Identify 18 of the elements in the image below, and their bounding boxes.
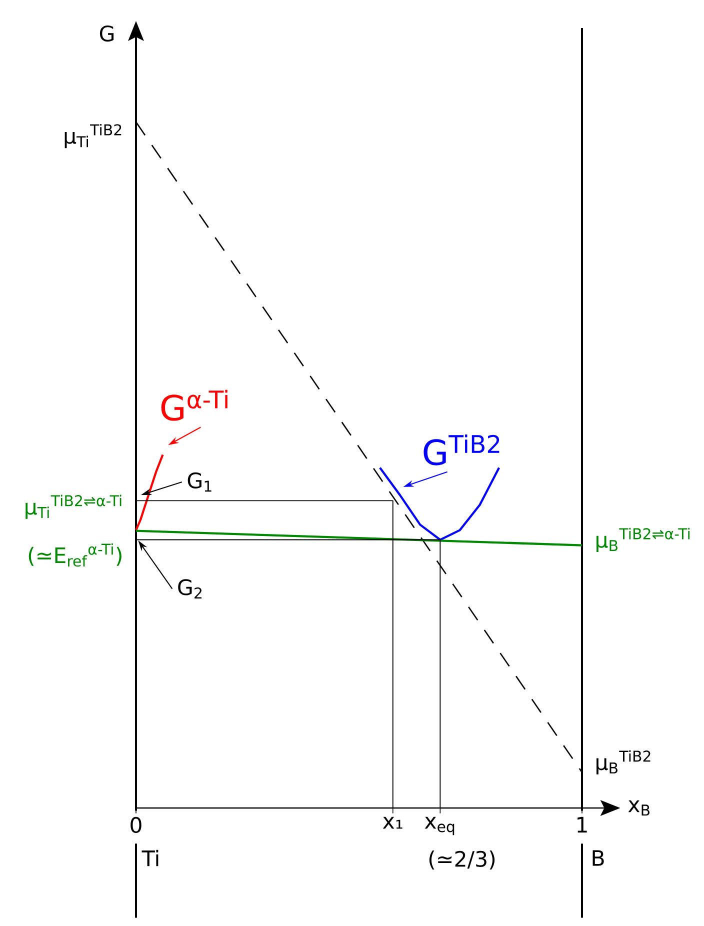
x-tick-label: 1 (578, 816, 587, 832)
annotation: G$_{2}$ (178, 579, 202, 598)
annotation: μ$_{Ti}$TiB2⇌α-Ti (26, 494, 122, 519)
x-axis-title: x$_{B}$ (628, 800, 650, 816)
annotation: μ$_{B}$TiB2 (596, 750, 650, 774)
text: B (592, 850, 604, 866)
x-tick-label: 0 (130, 816, 142, 834)
y-axis-title: G (100, 25, 114, 42)
series-label: μ$_{B}$TiB2⇌α-Ti (596, 528, 690, 552)
text: (≃2/3) (429, 850, 495, 870)
series-label: G$^{α-Ti}$ (161, 390, 228, 421)
text: Ti (142, 850, 158, 866)
text: (≃E$_{ref}$$^{α-Ti}$) (28, 543, 122, 567)
x-tick-label: x₁ (382, 816, 402, 829)
x-tick-label: x$_{eq}$ (424, 816, 454, 836)
annotation: G$_{1}$ (188, 472, 212, 492)
annotation: μ$_{Ti}$TiB2 (64, 124, 122, 148)
series-label: G$^{TiB2}$ (424, 434, 500, 466)
